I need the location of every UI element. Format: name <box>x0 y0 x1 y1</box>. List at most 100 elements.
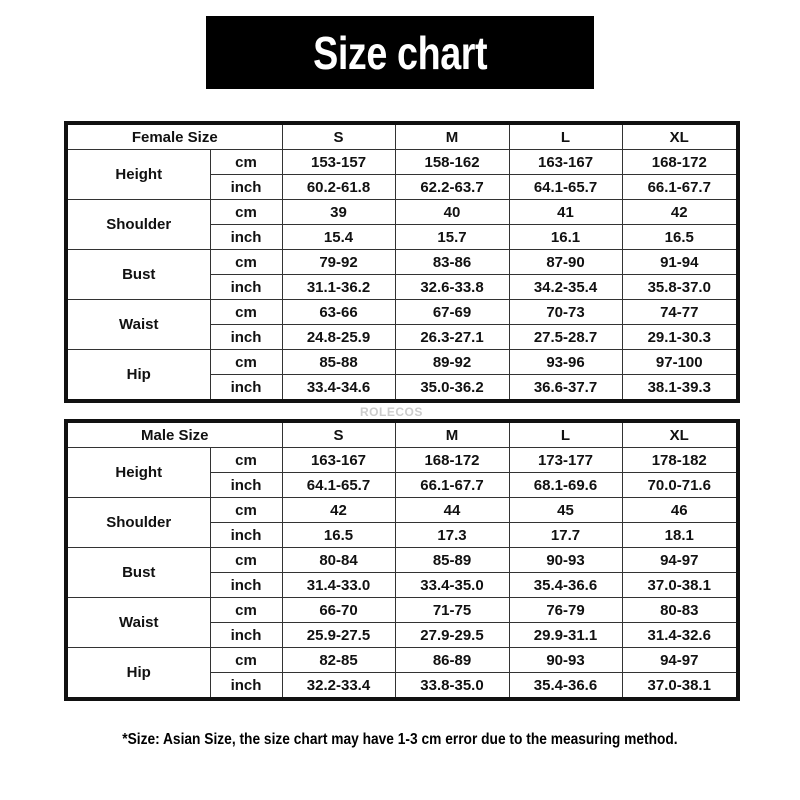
size-value-cell: 91-94 <box>621 249 739 275</box>
measurement-label: Height <box>65 447 211 498</box>
size-value-cell: 45 <box>508 497 623 523</box>
size-header-l: L <box>508 420 623 448</box>
size-value-cell: 35.0-36.2 <box>394 374 510 402</box>
unit-label: cm <box>209 547 283 573</box>
unit-label: inch <box>209 572 283 598</box>
size-value-cell: 79-92 <box>281 249 396 275</box>
size-value-cell: 94-97 <box>621 647 739 673</box>
unit-label: cm <box>209 647 283 673</box>
measurement-label: Hip <box>65 349 211 402</box>
size-value-cell: 60.2-61.8 <box>281 174 396 200</box>
size-value-cell: 80-84 <box>281 547 396 573</box>
size-value-cell: 87-90 <box>508 249 623 275</box>
size-header-l: L <box>508 122 623 150</box>
title-banner: Size chart <box>206 16 594 89</box>
unit-label: cm <box>209 447 283 473</box>
size-value-cell: 64.1-65.7 <box>281 472 396 498</box>
size-value-cell: 62.2-63.7 <box>394 174 510 200</box>
size-header-m: M <box>394 420 510 448</box>
size-value-cell: 33.8-35.0 <box>394 672 510 700</box>
size-value-cell: 41 <box>508 199 623 225</box>
size-value-cell: 74-77 <box>621 299 739 325</box>
table-row: Waist cm 66-70 71-75 76-79 80-83 <box>65 597 739 648</box>
table-row: Height cm 153-157 158-162 163-167 168-172 <box>65 149 739 200</box>
size-value-cell: 35.4-36.6 <box>508 672 623 700</box>
table-row: inch 31.1-36.2 32.6-33.8 34.2-35.4 35.8-37.0 <box>66 274 739 300</box>
unit-label: cm <box>209 349 283 375</box>
size-value-cell: 17.3 <box>394 522 510 548</box>
table-row: Hip cm 85-88 89-92 93-96 97-100 <box>65 349 739 402</box>
table-row: Hip cm 82-85 86-89 90-93 94-97 <box>65 647 739 700</box>
size-value-cell: 29.9-31.1 <box>508 622 623 648</box>
size-value-cell: 93-96 <box>508 349 623 375</box>
header-row: Male Size S M L XL <box>65 420 739 448</box>
measurement-label: Shoulder <box>65 497 211 548</box>
size-value-cell: 90-93 <box>508 647 623 673</box>
size-value-cell: 27.5-28.7 <box>508 324 623 350</box>
size-value-cell: 64.1-65.7 <box>508 174 623 200</box>
footnote: *Size: Asian Size, the size chart may ha… <box>0 731 800 749</box>
size-value-cell: 71-75 <box>394 597 510 623</box>
unit-label: inch <box>209 472 283 498</box>
size-value-cell: 90-93 <box>508 547 623 573</box>
measurement-label: Waist <box>65 299 211 350</box>
size-value-cell: 26.3-27.1 <box>394 324 510 350</box>
size-value-cell: 42 <box>281 497 396 523</box>
size-value-cell: 40 <box>394 199 510 225</box>
size-value-cell: 16.5 <box>281 522 396 548</box>
size-value-cell: 66-70 <box>281 597 396 623</box>
measurement-label: Shoulder <box>65 199 211 250</box>
table-header-label: Male Size <box>65 420 283 448</box>
size-value-cell: 17.7 <box>508 522 623 548</box>
unit-label: cm <box>209 497 283 523</box>
size-value-cell: 63-66 <box>281 299 396 325</box>
size-value-cell: 18.1 <box>621 522 739 548</box>
size-value-cell: 83-86 <box>394 249 510 275</box>
table-row: inch 32.2-33.4 33.8-35.0 35.4-36.6 37.0-38.1 <box>66 672 739 700</box>
size-value-cell: 70.0-71.6 <box>621 472 739 498</box>
watermark-logo: ROLECOS <box>360 405 423 419</box>
size-value-cell: 25.9-27.5 <box>281 622 396 648</box>
table-header-label: Female Size <box>65 122 283 150</box>
size-value-cell: 46 <box>621 497 739 523</box>
size-value-cell: 94-97 <box>621 547 739 573</box>
unit-label: inch <box>209 522 283 548</box>
unit-label: cm <box>209 199 283 225</box>
unit-label: cm <box>209 149 283 175</box>
size-value-cell: 39 <box>281 199 396 225</box>
female-size-table: Female Size S M L XL Height cm 153-157 158-162 16… <box>64 121 741 403</box>
size-value-cell: 34.2-35.4 <box>508 274 623 300</box>
size-value-cell: 35.8-37.0 <box>621 274 739 300</box>
size-value-cell: 16.5 <box>621 224 739 250</box>
size-value-cell: 31.1-36.2 <box>281 274 396 300</box>
unit-label: inch <box>209 672 283 700</box>
size-value-cell: 66.1-67.7 <box>394 472 510 498</box>
size-value-cell: 42 <box>621 199 739 225</box>
size-value-cell: 86-89 <box>394 647 510 673</box>
table-row: Bust cm 79-92 83-86 87-90 91-94 <box>65 249 739 300</box>
unit-label: cm <box>209 597 283 623</box>
size-value-cell: 27.9-29.5 <box>394 622 510 648</box>
measurement-label: Waist <box>65 597 211 648</box>
size-value-cell: 15.7 <box>394 224 510 250</box>
size-value-cell: 15.4 <box>281 224 396 250</box>
size-value-cell: 163-167 <box>508 149 623 175</box>
table-row: Bust cm 80-84 85-89 90-93 94-97 <box>65 547 739 598</box>
size-value-cell: 85-89 <box>394 547 510 573</box>
size-value-cell: 67-69 <box>394 299 510 325</box>
size-header-s: S <box>281 420 396 448</box>
unit-label: cm <box>209 299 283 325</box>
size-value-cell: 80-83 <box>621 597 739 623</box>
unit-label: inch <box>209 224 283 250</box>
table-row: inch 24.8-25.9 26.3-27.1 27.5-28.7 29.1-30.3 <box>66 324 739 350</box>
size-value-cell: 36.6-37.7 <box>508 374 623 402</box>
size-value-cell: 68.1-69.6 <box>508 472 623 498</box>
unit-label: inch <box>209 622 283 648</box>
table-row: Waist cm 63-66 67-69 70-73 74-77 <box>65 299 739 350</box>
table-row: inch 25.9-27.5 27.9-29.5 29.9-31.1 31.4-32.6 <box>66 622 739 648</box>
table-row: Shoulder cm 42 44 45 46 <box>65 497 739 548</box>
footnote-text: *Size: Asian Size, the size chart may ha… <box>122 731 678 748</box>
male-size-table: Male Size S M L XL Height cm 163-167 168-172 173-… <box>64 419 740 701</box>
table-row: Height cm 163-167 168-172 173-177 178-182 <box>65 447 739 498</box>
size-value-cell: 168-172 <box>394 447 510 473</box>
